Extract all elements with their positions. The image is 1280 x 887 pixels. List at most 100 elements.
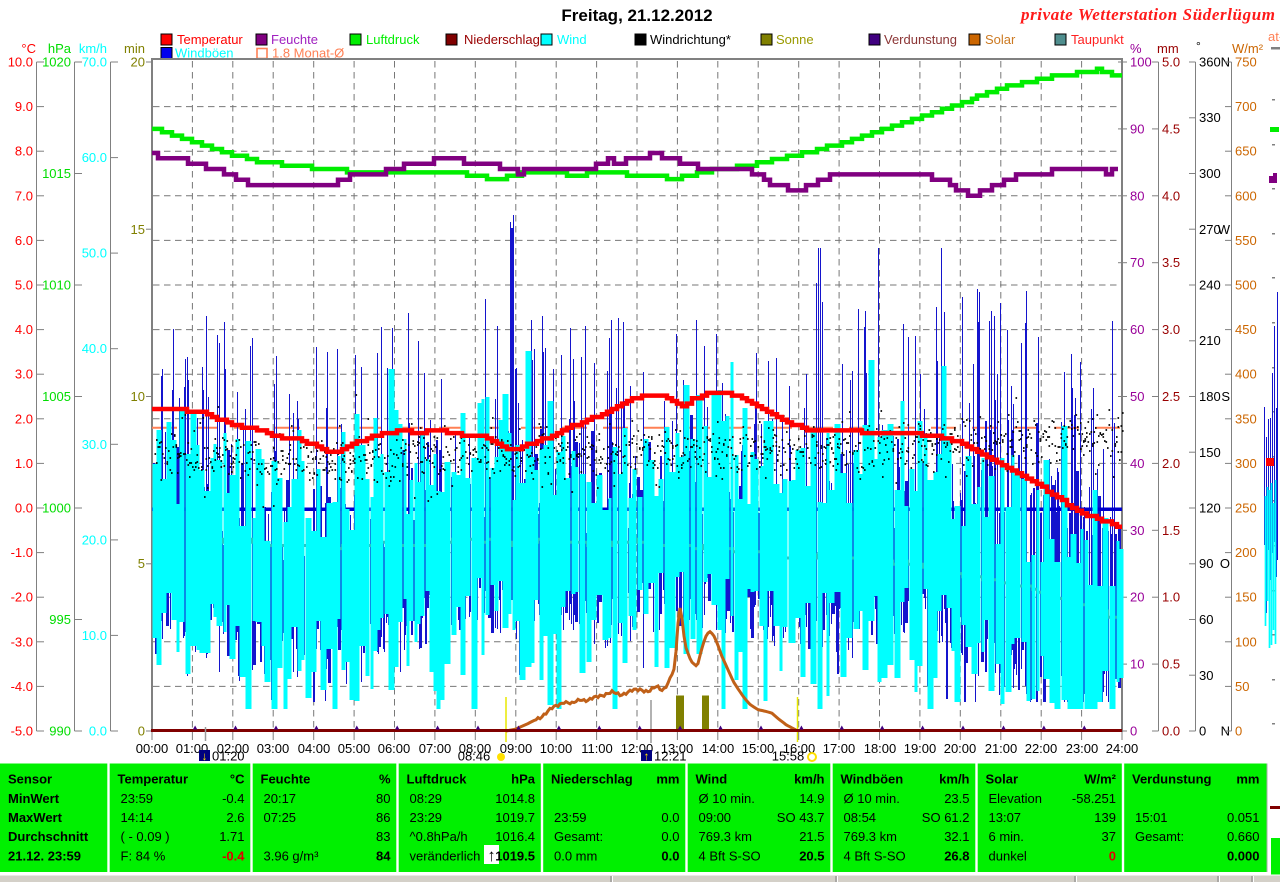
svg-text:50: 50: [1235, 679, 1249, 694]
svg-text:21.12. 23:59: 21.12. 23:59: [8, 848, 81, 863]
svg-text:20.5: 20.5: [799, 848, 824, 863]
svg-text:4.5: 4.5: [1162, 121, 1180, 136]
svg-text:5: 5: [138, 556, 145, 571]
svg-text:03:00: 03:00: [257, 741, 290, 756]
svg-text:23:59: 23:59: [554, 810, 587, 825]
svg-text:1.0: 1.0: [1162, 590, 1180, 605]
svg-text:80: 80: [376, 791, 390, 806]
svg-text:330: 330: [1199, 110, 1221, 125]
svg-text:500: 500: [1235, 278, 1257, 293]
svg-text:Wind: Wind: [557, 32, 587, 47]
svg-text:1.5: 1.5: [1162, 523, 1180, 538]
svg-text:200: 200: [1235, 545, 1257, 560]
svg-text:-3.0: -3.0: [11, 634, 33, 649]
svg-text:SO 43.7: SO 43.7: [777, 810, 825, 825]
svg-text:1020: 1020: [42, 55, 71, 70]
svg-text:10.0: 10.0: [8, 55, 33, 70]
svg-text:650: 650: [1235, 144, 1257, 159]
svg-text:769.3 km: 769.3 km: [699, 829, 752, 844]
svg-text:-0.4: -0.4: [222, 791, 244, 806]
svg-text:Feuchte: Feuchte: [271, 32, 318, 47]
svg-text:15: 15: [131, 222, 145, 237]
svg-text:mm: mm: [1236, 772, 1259, 787]
svg-text:20.0: 20.0: [82, 532, 107, 547]
svg-text:4 Bft S-SO: 4 Bft S-SO: [699, 848, 761, 863]
svg-text:Sensor: Sensor: [8, 772, 52, 787]
svg-text:100: 100: [1130, 55, 1152, 70]
svg-text:15:00: 15:00: [742, 741, 775, 756]
svg-text:2.0: 2.0: [1162, 456, 1180, 471]
svg-text:3.96 g/m³: 3.96 g/m³: [264, 848, 320, 863]
svg-text:70: 70: [1130, 255, 1144, 270]
svg-text:MaxWert: MaxWert: [8, 810, 63, 825]
svg-text:↑: ↑: [644, 751, 650, 763]
svg-text:hPa: hPa: [511, 772, 536, 787]
svg-text:%: %: [379, 772, 391, 787]
svg-text:600: 600: [1235, 188, 1257, 203]
svg-text:150: 150: [1235, 590, 1257, 605]
svg-text:1000: 1000: [42, 501, 71, 516]
svg-text:37: 37: [1102, 829, 1116, 844]
svg-text:10.0: 10.0: [82, 628, 107, 643]
svg-text:0: 0: [1199, 724, 1206, 739]
svg-text:09:00: 09:00: [699, 810, 732, 825]
svg-text:3.5: 3.5: [1162, 255, 1180, 270]
svg-text:0.0: 0.0: [89, 724, 107, 739]
svg-text:86: 86: [376, 810, 390, 825]
svg-text:Verdunstung: Verdunstung: [884, 32, 957, 47]
svg-text:min: min: [124, 41, 145, 56]
svg-text:20:00: 20:00: [944, 741, 977, 756]
svg-text:550: 550: [1235, 233, 1257, 248]
svg-text:Freitag, 21.12.2012: Freitag, 21.12.2012: [561, 6, 712, 25]
svg-text:0.000: 0.000: [1227, 848, 1260, 863]
svg-text:32.1: 32.1: [944, 829, 969, 844]
svg-text:240: 240: [1199, 278, 1221, 293]
svg-text:MinWert: MinWert: [8, 791, 60, 806]
svg-text:14.9: 14.9: [799, 791, 824, 806]
svg-text:300: 300: [1199, 166, 1221, 181]
svg-text:1.8 Monat-Ø: 1.8 Monat-Ø: [272, 46, 344, 61]
svg-text:Feuchte: Feuchte: [261, 772, 311, 787]
svg-text:23:59: 23:59: [121, 791, 154, 806]
svg-text:Windböen: Windböen: [175, 46, 234, 61]
svg-text:16:00: 16:00: [783, 741, 816, 756]
svg-text:3.0: 3.0: [15, 367, 33, 382]
svg-text:11:00: 11:00: [581, 741, 613, 756]
svg-text:150: 150: [1199, 445, 1221, 460]
svg-text:250: 250: [1235, 501, 1257, 516]
svg-text:1.0: 1.0: [15, 456, 33, 471]
svg-text:Sonne: Sonne: [776, 32, 814, 47]
svg-text:W/m²: W/m²: [1232, 41, 1264, 56]
svg-text:08:46: 08:46: [458, 749, 491, 764]
svg-text:km/h: km/h: [939, 772, 969, 787]
svg-text:-2.0: -2.0: [11, 590, 33, 605]
svg-text:0.0: 0.0: [15, 501, 33, 516]
svg-text:1010: 1010: [42, 278, 71, 293]
svg-text:2.0: 2.0: [15, 411, 33, 426]
svg-text:08:54: 08:54: [844, 810, 877, 825]
svg-text:Solar: Solar: [986, 772, 1019, 787]
svg-text:40: 40: [1130, 456, 1144, 471]
svg-text:%: %: [1130, 41, 1142, 56]
svg-text:23:29: 23:29: [410, 810, 443, 825]
svg-text:07:25: 07:25: [264, 810, 297, 825]
svg-text:7.0: 7.0: [15, 188, 33, 203]
svg-text:02:00: 02:00: [217, 741, 250, 756]
svg-text:80: 80: [1130, 188, 1144, 203]
svg-text:Luftdruck: Luftdruck: [366, 32, 420, 47]
svg-text:700: 700: [1235, 99, 1257, 114]
svg-text:Taupunkt: Taupunkt: [1071, 32, 1124, 47]
svg-text:0.0: 0.0: [661, 810, 679, 825]
svg-text:↓: ↓: [202, 751, 208, 763]
svg-text:-5.0: -5.0: [11, 724, 33, 739]
svg-text:08:00: 08:00: [459, 741, 492, 756]
svg-text:120: 120: [1199, 501, 1221, 516]
svg-text:at-: at-: [1268, 29, 1280, 44]
svg-text:10:00: 10:00: [540, 741, 573, 756]
svg-text:2.6: 2.6: [226, 810, 244, 825]
svg-text:300: 300: [1235, 456, 1257, 471]
svg-text:09:00: 09:00: [500, 741, 533, 756]
svg-text:0: 0: [1130, 724, 1137, 739]
svg-text:100: 100: [1235, 634, 1257, 649]
svg-text:mm: mm: [1157, 41, 1179, 56]
